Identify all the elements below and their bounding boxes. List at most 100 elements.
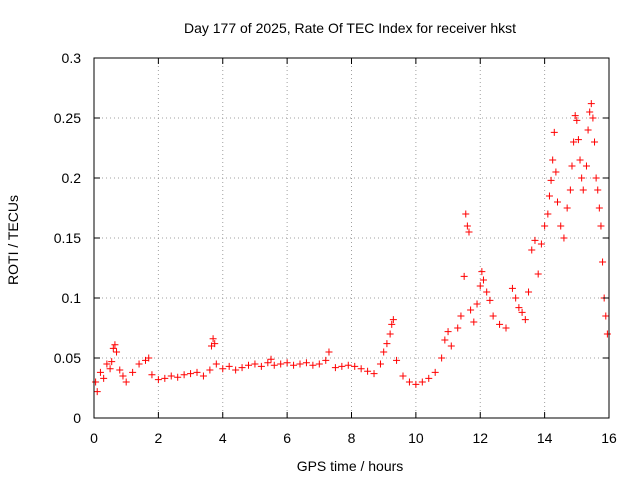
tick-labels: 0 2 4 6 8 10 12 14 16 0 0.05 0.1 0.15 0.2 0.25 0.3 <box>54 50 617 446</box>
data-point <box>232 366 240 374</box>
data-point <box>595 204 603 212</box>
data-point <box>219 365 227 373</box>
data-point <box>560 234 568 242</box>
data-point <box>483 288 491 296</box>
data-point <box>576 156 584 164</box>
data-point <box>405 378 413 386</box>
data-point <box>386 330 394 338</box>
y-tick-label: 0.1 <box>62 290 82 306</box>
data-point <box>525 288 533 296</box>
y-tick-label: 0 <box>73 410 81 426</box>
y-tick-label: 0.15 <box>54 230 81 246</box>
data-point <box>462 210 470 218</box>
data-point <box>180 371 188 379</box>
data-point <box>111 341 119 349</box>
data-point <box>206 366 214 374</box>
data-point <box>376 360 384 368</box>
data-point <box>212 360 220 368</box>
data-point <box>486 296 494 304</box>
data-point <box>470 318 478 326</box>
data-point <box>478 268 486 276</box>
data-point <box>554 198 561 206</box>
data-point <box>489 312 497 320</box>
data-point <box>225 362 233 370</box>
data-point <box>541 222 549 230</box>
data-point <box>412 380 420 388</box>
data-point <box>113 348 121 356</box>
data-point <box>380 348 388 356</box>
data-point <box>211 340 219 348</box>
y-tick-label: 0.05 <box>54 350 81 366</box>
data-point <box>579 186 587 194</box>
data-point <box>528 246 536 254</box>
data-point <box>438 354 446 362</box>
data-point <box>383 340 391 348</box>
data-point <box>431 368 439 376</box>
data-point <box>193 368 201 376</box>
data-point <box>496 320 504 328</box>
data-point <box>447 342 455 350</box>
data-point <box>309 361 317 369</box>
x-tick-label: 10 <box>408 430 424 446</box>
data-point <box>96 368 104 376</box>
data-point <box>277 360 285 368</box>
data-point <box>331 364 339 372</box>
data-point <box>582 162 590 170</box>
data-point <box>549 156 557 164</box>
data-point <box>467 306 475 314</box>
data-point <box>444 328 452 336</box>
data-point <box>418 378 426 386</box>
data-point <box>238 364 246 372</box>
data-point <box>296 360 304 368</box>
data-point <box>602 312 610 320</box>
data-point <box>92 378 100 386</box>
data-point <box>568 162 576 170</box>
x-tick-label: 0 <box>90 430 98 446</box>
data-point <box>463 222 471 230</box>
data-point <box>290 361 298 369</box>
data-point <box>270 361 278 369</box>
data-point <box>502 324 510 332</box>
data-point <box>552 168 560 176</box>
x-tick-label: 4 <box>219 430 227 446</box>
data-point <box>441 336 449 344</box>
data-point <box>370 370 378 378</box>
data-point <box>315 360 323 368</box>
data-point <box>129 368 137 376</box>
data-point <box>591 138 599 146</box>
data-point <box>537 240 545 248</box>
data-point <box>508 284 516 292</box>
data-point <box>145 354 153 362</box>
data-point <box>106 365 114 373</box>
data-point <box>109 344 117 352</box>
data-point <box>544 210 552 218</box>
data-point <box>563 204 571 212</box>
data-point <box>425 374 433 382</box>
data-point <box>521 316 529 324</box>
data-point <box>116 366 124 374</box>
data-point <box>119 372 127 380</box>
data-point <box>257 362 265 370</box>
data-point <box>547 176 555 184</box>
data-point <box>570 138 578 146</box>
data-point <box>589 114 597 122</box>
data-point <box>566 186 574 194</box>
data-point <box>512 294 520 302</box>
data-point <box>518 308 526 316</box>
x-tick-label: 16 <box>601 430 617 446</box>
data-point <box>557 222 565 230</box>
data-point <box>108 358 116 366</box>
data-point <box>209 335 217 343</box>
data-point <box>325 348 333 356</box>
y-tick-label: 0.2 <box>62 170 82 186</box>
data-point <box>338 362 346 370</box>
data-point <box>454 324 462 332</box>
data-point <box>161 374 169 382</box>
data-point <box>283 359 291 367</box>
x-tick-label: 2 <box>154 430 162 446</box>
data-point <box>393 356 401 364</box>
x-tick-label: 14 <box>537 430 553 446</box>
data-point <box>515 304 523 312</box>
data-point <box>573 116 581 124</box>
